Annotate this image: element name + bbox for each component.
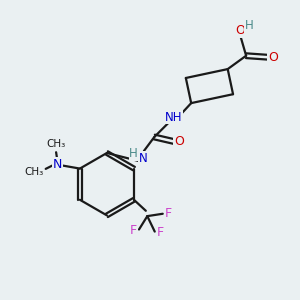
Text: CH₃: CH₃ [46, 139, 66, 148]
Text: H: H [245, 20, 254, 32]
Text: O: O [268, 51, 278, 64]
Text: O: O [235, 24, 245, 37]
Text: F: F [164, 207, 172, 220]
Text: F: F [157, 226, 164, 239]
Text: H: H [129, 147, 138, 161]
Text: NH: NH [165, 111, 182, 124]
Text: N: N [139, 152, 148, 165]
Text: CH₃: CH₃ [24, 167, 44, 177]
Text: F: F [130, 224, 137, 238]
Text: O: O [174, 135, 184, 148]
Text: N: N [53, 158, 62, 171]
